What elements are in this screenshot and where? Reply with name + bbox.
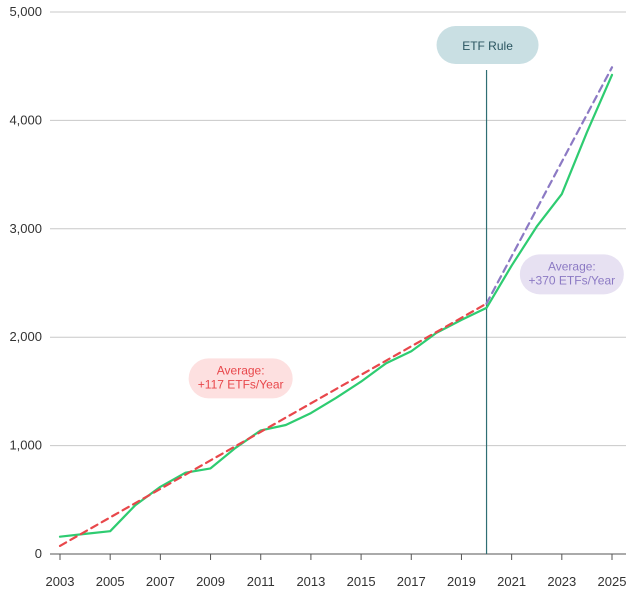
x-tick-label: 2023 [547,574,576,589]
etf-rule-label: ETF Rule [462,39,513,53]
trend-line-pre-rule [58,302,488,548]
y-tick-label: 4,000 [9,112,42,127]
y-tick-label: 2,000 [9,329,42,344]
x-tick-label: 2005 [96,574,125,589]
x-tick-label: 2017 [397,574,426,589]
annotation-post-rule: Average:+370 ETFs/Year [519,254,624,295]
annotation-post-rule-text: +370 ETFs/Year [529,273,616,287]
x-tick-label: 2019 [447,574,476,589]
annotation-pre-rule-pill [188,358,293,399]
annotation-pre-rule-text: Average: [217,363,265,377]
annotation-pre-rule: Average:+117 ETFs/Year [188,358,293,399]
y-tick-label: 0 [35,546,42,561]
y-tick-label: 5,000 [9,4,42,19]
annotation-post-rule-pill [519,254,624,295]
etf-count-line [58,73,614,538]
axes: 0 1,000 2,000 3,000 4,000 5,000 2003 2005 2007 20… [9,4,626,589]
annotation-pre-rule-text: +117 ETFs/Year [198,377,284,391]
trend-line-post-rule [485,66,614,305]
annotation-post-rule-text: Average: [548,259,596,273]
series-layer [58,66,614,548]
x-tick-label: 2009 [196,574,225,589]
x-tick-label: 2013 [296,574,325,589]
x-tick-label: 2025 [598,574,627,589]
x-tick-label: 2021 [497,574,526,589]
x-tick-label: 2003 [46,574,75,589]
etf-rule-pill [436,26,539,64]
x-tick-label: 2007 [146,574,175,589]
x-tick-label: 2015 [347,574,376,589]
etf-rule-marker: ETF Rule [436,26,539,554]
x-tick-label: 2011 [247,574,275,589]
y-tick-label: 3,000 [9,221,42,236]
y-tick-label: 1,000 [9,438,42,453]
